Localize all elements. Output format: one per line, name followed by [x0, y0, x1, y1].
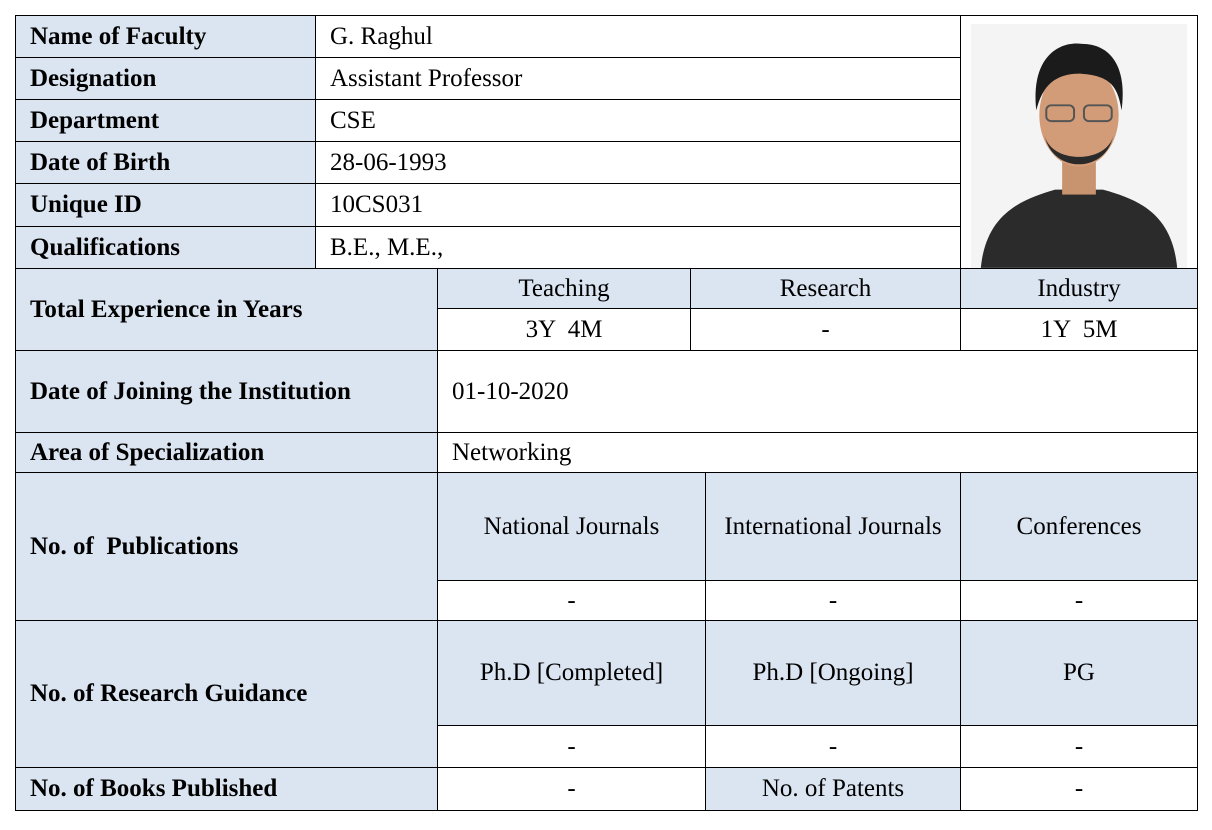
column-header: National Journals	[437, 472, 706, 581]
field-label: Name of Faculty	[15, 15, 316, 58]
column-header: Ph.D [Ongoing]	[705, 620, 961, 726]
field-label: Qualifications	[15, 226, 316, 269]
column-header: Ph.D [Completed]	[437, 620, 706, 726]
field-label: Designation	[15, 57, 316, 100]
column-value: -	[960, 725, 1198, 768]
column-header: Research	[690, 268, 961, 309]
field-label: Date of Birth	[15, 141, 316, 184]
field-label: Area of Specialization	[15, 432, 438, 473]
field-value: G. Raghul	[315, 15, 961, 58]
column-value: -	[705, 580, 961, 621]
field-label: No. of Research Guidance	[15, 620, 438, 768]
field-value: -	[437, 767, 706, 811]
column-header: Teaching	[437, 268, 691, 309]
column-header: Industry	[960, 268, 1198, 309]
column-value: 3Y 4M	[437, 308, 691, 351]
field-label: Date of Joining the Institution	[15, 350, 438, 433]
field-value: -	[960, 767, 1198, 811]
column-header: PG	[960, 620, 1198, 726]
column-header: Conferences	[960, 472, 1198, 581]
column-value: 1Y 5M	[960, 308, 1198, 351]
field-value: Assistant Professor	[315, 57, 961, 100]
column-value: -	[960, 580, 1198, 621]
field-value: CSE	[315, 99, 961, 142]
field-value: B.E., M.E.,	[315, 226, 961, 269]
field-label: No. of Books Published	[15, 767, 438, 811]
field-value: Networking	[437, 432, 1198, 473]
column-value: -	[705, 725, 961, 768]
field-value: 28-06-1993	[315, 141, 961, 184]
field-label: Total Experience in Years	[15, 268, 438, 351]
column-header: International Journals	[705, 472, 961, 581]
column-value: -	[437, 580, 706, 621]
field-label: Unique ID	[15, 183, 316, 227]
field-label: Department	[15, 99, 316, 142]
field-value: 10CS031	[315, 183, 961, 227]
field-label: No. of Patents	[705, 767, 961, 811]
column-value: -	[690, 308, 961, 351]
field-value: 01-10-2020	[437, 350, 1198, 433]
field-label: No. of Publications	[15, 472, 438, 621]
faculty-photo	[960, 15, 1198, 269]
column-value: -	[437, 725, 706, 768]
